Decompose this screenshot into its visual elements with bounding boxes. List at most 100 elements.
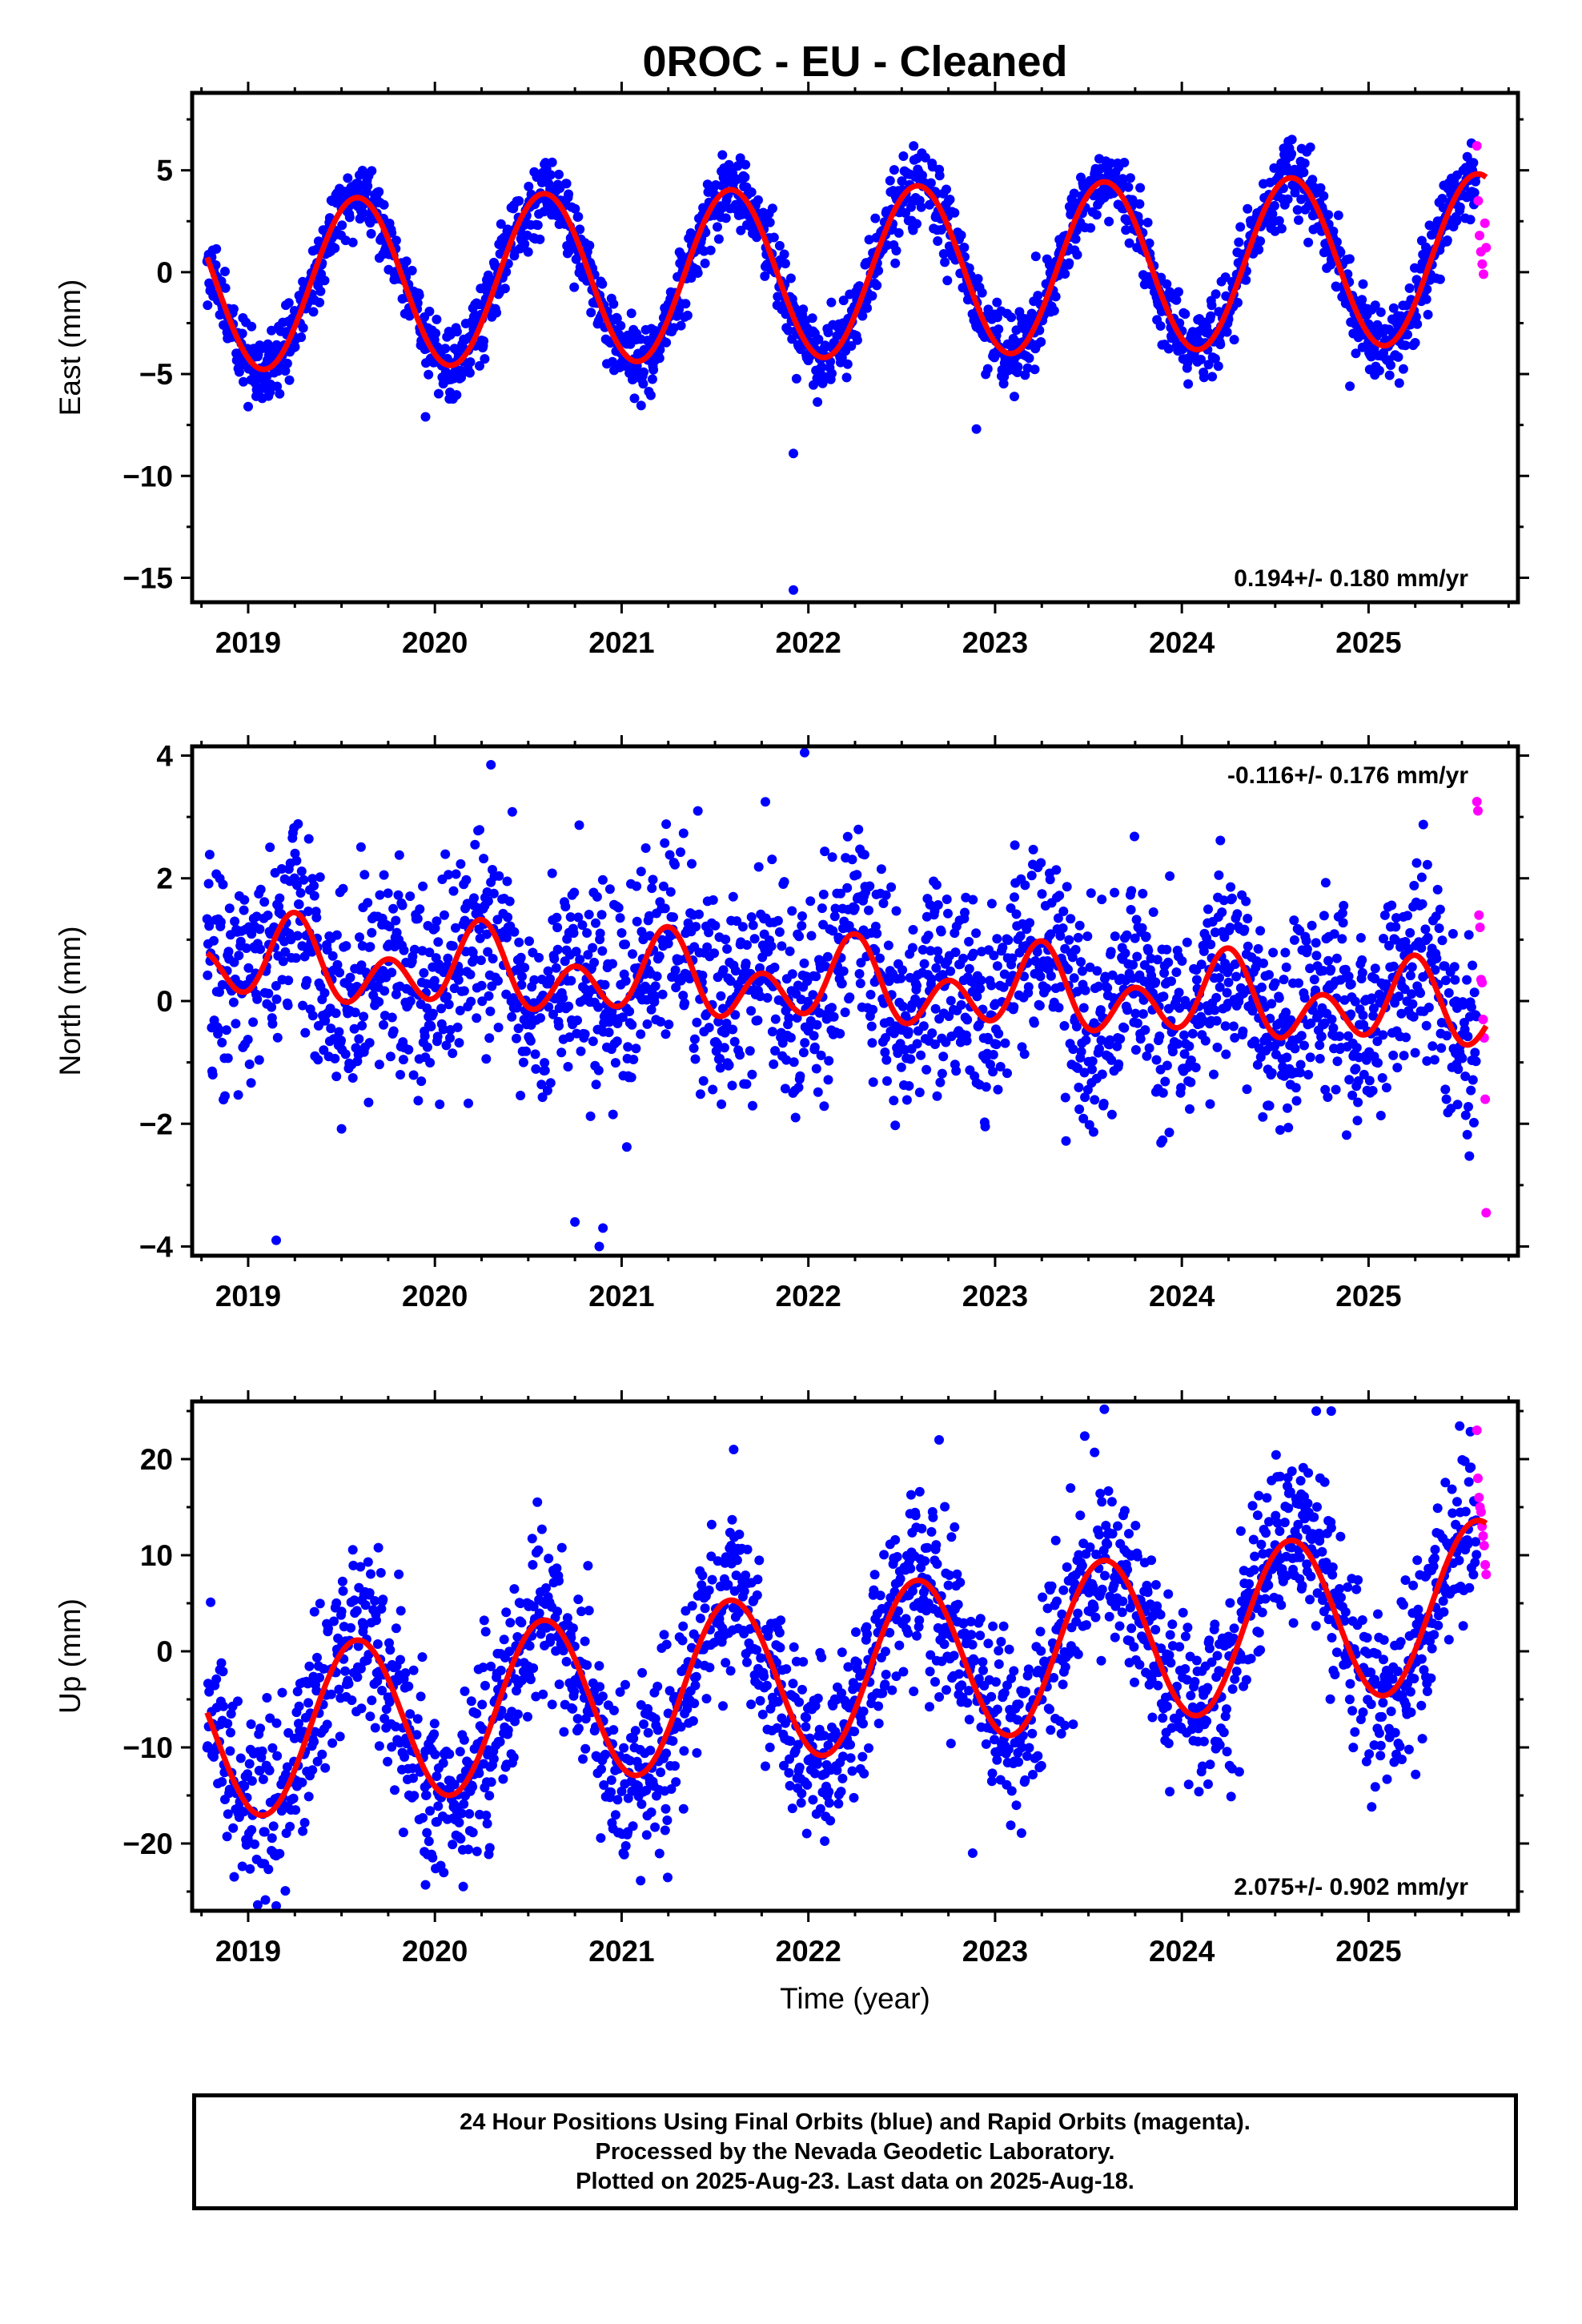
north-y-tick-label: 0	[156, 985, 173, 1018]
east-final-point	[1270, 200, 1279, 211]
north-final-point	[753, 862, 764, 872]
north-final-point	[379, 1019, 388, 1030]
north-final-point	[252, 994, 263, 1004]
east-final-point	[561, 179, 572, 189]
east-final-point	[612, 313, 622, 324]
north-final-point	[658, 881, 669, 891]
north-final-point	[543, 966, 553, 976]
north-final-point	[492, 915, 503, 925]
east-final-point	[779, 249, 789, 259]
north-model-line	[205, 910, 1489, 1048]
north-final-orbit-points	[202, 747, 1482, 1252]
up-final-point	[468, 1782, 478, 1792]
up-final-point	[294, 1701, 304, 1711]
up-final-point	[377, 1686, 387, 1695]
north-final-point	[363, 1097, 374, 1108]
north-final-point	[554, 1020, 564, 1031]
east-final-point	[916, 202, 926, 212]
north-final-point	[1176, 1083, 1186, 1093]
north-final-point	[1159, 968, 1170, 978]
up-final-point	[317, 1749, 327, 1759]
north-final-point	[296, 866, 307, 876]
north-final-point	[914, 1088, 925, 1098]
north-final-point	[632, 881, 642, 891]
north-final-point	[218, 879, 228, 890]
up-final-point	[438, 1758, 448, 1768]
up-final-point	[233, 1696, 243, 1707]
north-final-point	[394, 850, 404, 860]
north-final-point	[217, 1037, 227, 1047]
up-final-point	[309, 1606, 319, 1617]
up-final-point	[439, 1868, 449, 1878]
north-final-point	[687, 858, 697, 869]
east-final-point	[1384, 370, 1395, 380]
north-rapid-point	[1472, 797, 1482, 806]
north-final-point	[1405, 971, 1415, 981]
north-rate-label: -0.116+/- 0.176 mm/yr	[1227, 762, 1468, 789]
north-x-tick-label: 2021	[588, 1280, 654, 1313]
east-final-point	[535, 234, 545, 244]
north-final-point	[322, 945, 332, 955]
north-final-point	[820, 846, 830, 857]
north-final-point	[300, 1027, 311, 1038]
north-final-point	[980, 1121, 990, 1132]
east-final-point	[414, 290, 424, 300]
up-final-point	[303, 1679, 313, 1689]
up-final-point	[480, 1626, 491, 1637]
east-final-point	[1403, 329, 1412, 340]
north-final-point	[713, 1039, 722, 1049]
north-final-point	[1403, 911, 1412, 921]
east-final-point	[520, 239, 530, 249]
up-final-point	[562, 1613, 572, 1623]
east-final-point	[842, 359, 853, 369]
north-final-point	[923, 931, 934, 941]
east-plot-area	[202, 135, 1492, 595]
up-final-point	[226, 1709, 236, 1719]
up-final-point	[464, 1809, 475, 1819]
up-final-point	[385, 1645, 396, 1655]
north-final-point	[896, 1062, 906, 1072]
north-final-point	[870, 921, 881, 931]
north-final-point	[1289, 935, 1299, 945]
up-final-point	[243, 1769, 253, 1779]
east-final-point	[933, 236, 943, 246]
east-final-point	[852, 335, 862, 345]
north-final-point	[1019, 1049, 1030, 1059]
north-final-point	[988, 1050, 998, 1059]
up-final-point	[216, 1658, 227, 1668]
east-final-point	[867, 291, 877, 301]
up-final-point	[528, 1560, 538, 1570]
up-final-point	[347, 1545, 358, 1555]
north-final-point	[1068, 1044, 1078, 1055]
east-final-point	[1022, 363, 1033, 373]
north-final-point	[466, 996, 476, 1007]
north-final-point	[626, 1072, 636, 1083]
north-final-point	[280, 947, 291, 957]
east-final-point	[401, 256, 412, 267]
north-final-point	[420, 1031, 430, 1041]
north-y-tick-label: 2	[156, 862, 173, 895]
north-final-point	[724, 1060, 734, 1070]
north-final-point	[767, 854, 777, 865]
up-final-point	[315, 1672, 325, 1683]
east-final-point	[480, 354, 490, 364]
east-final-point	[1243, 203, 1253, 214]
north-final-point	[385, 1051, 396, 1062]
north-final-point	[383, 888, 393, 899]
north-final-point	[488, 888, 499, 899]
up-final-point	[291, 1805, 301, 1815]
east-final-point	[774, 240, 785, 251]
north-final-point	[455, 967, 465, 977]
north-final-point	[1357, 955, 1367, 965]
up-final-point	[264, 1765, 275, 1775]
north-final-point	[1442, 1031, 1452, 1041]
up-final-point	[595, 1682, 605, 1692]
north-final-point	[1141, 931, 1151, 942]
east-final-point	[817, 362, 827, 372]
north-final-point	[1449, 962, 1460, 972]
north-final-point	[660, 903, 670, 914]
up-final-point	[568, 1623, 578, 1634]
up-final-point	[484, 1791, 495, 1801]
up-final-point	[265, 1713, 275, 1723]
north-final-point	[518, 1057, 528, 1068]
